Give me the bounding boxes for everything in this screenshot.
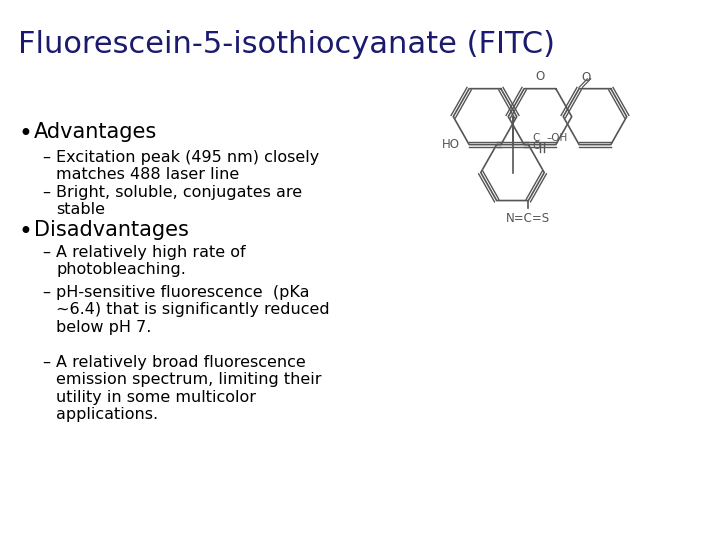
Text: A relatively broad fluorescence
emission spectrum, limiting their
utility in som: A relatively broad fluorescence emission… xyxy=(56,355,322,422)
Text: N=C=S: N=C=S xyxy=(506,212,551,225)
Text: Disadvantages: Disadvantages xyxy=(34,220,189,240)
Text: •: • xyxy=(18,122,32,146)
Text: O: O xyxy=(536,70,544,83)
Text: Advantages: Advantages xyxy=(34,122,157,142)
Text: •: • xyxy=(18,220,32,244)
Text: –OH: –OH xyxy=(546,133,567,143)
Text: Bright, soluble, conjugates are
stable: Bright, soluble, conjugates are stable xyxy=(56,185,302,218)
Text: C: C xyxy=(533,133,540,143)
Text: A relatively high rate of
photobleaching.: A relatively high rate of photobleaching… xyxy=(56,245,246,278)
Text: pH-sensitive fluorescence  (pKa
~6.4) that is significantly reduced
below pH 7.: pH-sensitive fluorescence (pKa ~6.4) tha… xyxy=(56,285,330,335)
Text: HO: HO xyxy=(441,138,459,151)
Text: –: – xyxy=(42,355,50,370)
Text: –: – xyxy=(42,185,50,200)
Text: –: – xyxy=(42,150,50,165)
Text: –: – xyxy=(42,245,50,260)
Text: –: – xyxy=(42,285,50,300)
Text: Fluorescein-5-isothiocyanate (FITC): Fluorescein-5-isothiocyanate (FITC) xyxy=(18,30,555,59)
Text: O: O xyxy=(582,71,591,84)
Text: Excitation peak (495 nm) closely
matches 488 laser line: Excitation peak (495 nm) closely matches… xyxy=(56,150,319,183)
Text: O: O xyxy=(533,141,541,151)
